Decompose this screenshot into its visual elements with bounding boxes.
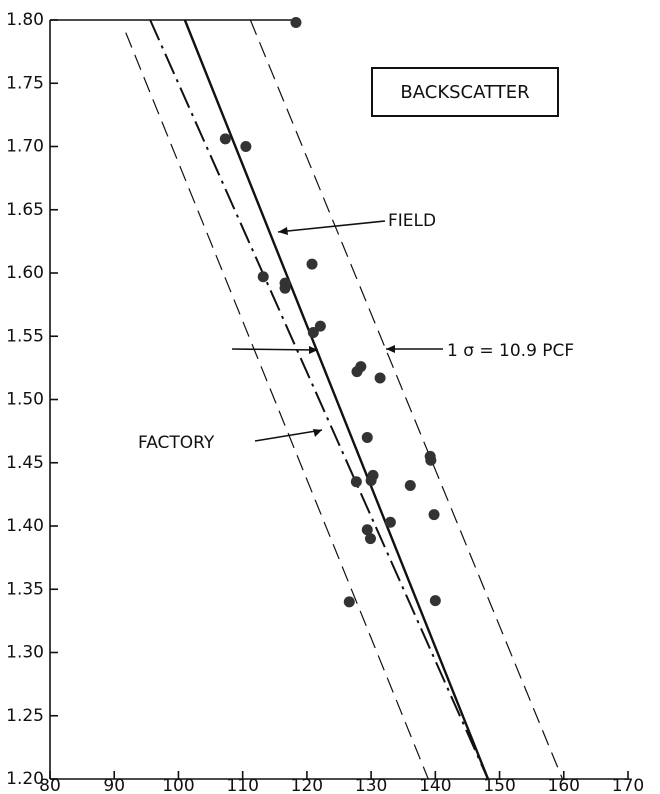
x-tick-label: 120 (291, 776, 323, 794)
y-tick-label: 1.70 (6, 137, 44, 157)
y-tick-label: 1.30 (6, 643, 44, 663)
point (429, 595, 441, 607)
arrow-head (278, 227, 288, 235)
point (355, 361, 367, 373)
trend-line (183, 19, 490, 780)
point (425, 454, 437, 466)
y-tick-label: 1.40 (6, 516, 44, 536)
arrow-head (309, 346, 318, 354)
factory-label: FACTORY (138, 433, 215, 453)
point (257, 271, 269, 283)
point (279, 282, 291, 294)
point (384, 516, 396, 528)
point (314, 320, 326, 332)
annotation-box (371, 67, 559, 117)
y-tick-label: 1.25 (6, 706, 44, 726)
point (361, 431, 373, 443)
y-tick-label: 1.45 (6, 453, 44, 473)
y-tick-label: 1.55 (6, 326, 44, 346)
y-tick-label: 1.35 (6, 579, 44, 599)
point (367, 469, 379, 481)
sigma-label: 1 σ = 10.9 PCF (447, 341, 574, 361)
point (290, 17, 302, 29)
point (240, 141, 252, 152)
y-tick-label: 1.50 (6, 390, 44, 410)
x-tick-label: 110 (226, 776, 258, 794)
y-tick-label: 1.65 (6, 200, 44, 220)
x-tick-label: 140 (419, 776, 451, 794)
x-tick-label: 170 (612, 776, 644, 794)
point (361, 524, 373, 536)
y-tick-label: 1.60 (6, 263, 44, 283)
field-label: FIELD (388, 211, 436, 231)
x-tick-label: 160 (548, 776, 580, 794)
point (307, 326, 319, 338)
x-tick-label: 80 (39, 776, 61, 794)
point (219, 133, 231, 145)
y-tick-label: 1.20 (6, 769, 44, 789)
x-tick-label: 90 (103, 776, 125, 794)
x-tick-label: 150 (483, 776, 515, 794)
point (306, 258, 318, 270)
point (364, 533, 376, 545)
sigma-arrow (231, 348, 319, 351)
trend-line (149, 19, 489, 780)
arrow-head (313, 429, 322, 437)
field-arrow (277, 220, 386, 233)
point (350, 476, 362, 488)
point (374, 372, 386, 384)
y-tick-label: 1.80 (6, 10, 44, 30)
point (343, 596, 355, 608)
x-tick-label: 130 (355, 776, 387, 794)
sigma-line (125, 32, 429, 780)
arrow-head (386, 345, 395, 353)
x-tick-label: 100 (162, 776, 194, 794)
point (404, 480, 416, 492)
sigma-line (249, 19, 564, 780)
annotation-box-text: BACKSCATTER (400, 82, 529, 103)
point (428, 509, 440, 521)
y-tick-label: 1.75 (6, 73, 44, 93)
